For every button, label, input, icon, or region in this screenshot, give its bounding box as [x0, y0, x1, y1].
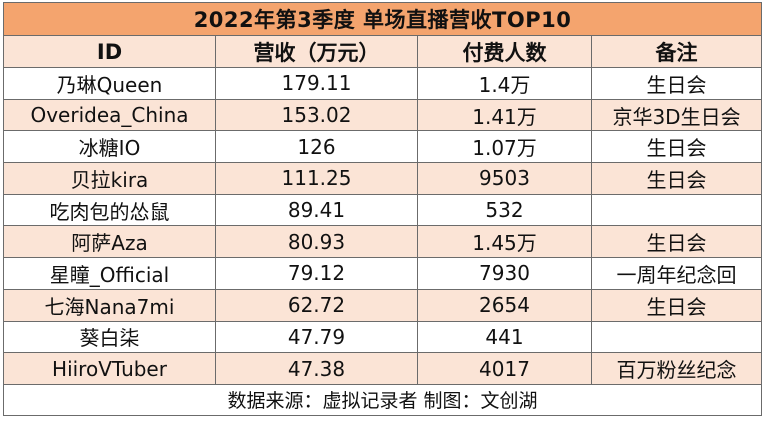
table-row: 贝拉kira 111.25 9503 生日会 — [3, 162, 763, 195]
header-row: ID 营收（万元） 付费人数 备注 — [3, 35, 763, 68]
cell-payers: 1.4万 — [417, 67, 592, 100]
cell-id: 星瞳_Official — [3, 257, 216, 290]
table-row: 七海Nana7mi 62.72 2654 生日会 — [3, 288, 763, 322]
cell-revenue: 111.25 — [215, 162, 418, 195]
header-id: ID — [3, 35, 216, 68]
table-row: 葵白柒 47.79 441 — [3, 320, 763, 354]
cell-note — [590, 193, 763, 227]
cell-revenue: 126 — [215, 130, 418, 164]
cell-revenue: 62.72 — [215, 288, 418, 322]
cell-id: 乃琳Queen — [3, 67, 216, 100]
cell-id: 吃肉包的怂鼠 — [3, 193, 216, 227]
cell-revenue: 79.12 — [215, 257, 418, 290]
cell-note: 生日会 — [590, 225, 763, 259]
revenue-table: 2022年第3季度 单场直播营收TOP10 ID 营收（万元） 付费人数 备注 … — [2, 2, 763, 416]
cell-id: Overidea_China — [3, 98, 216, 132]
cell-id: 阿萨Aza — [3, 225, 216, 259]
source-credit: 数据来源：虚拟记录者 制图：文创湖 — [2, 383, 763, 416]
table-row: HiiroVTuber 47.38 4017 百万粉丝纪念 — [3, 352, 763, 385]
cell-payers: 2654 — [417, 288, 592, 322]
cell-id: 七海Nana7mi — [3, 288, 216, 322]
cell-payers: 9503 — [417, 162, 592, 195]
cell-id: 葵白柒 — [3, 320, 216, 354]
cell-payers: 7930 — [417, 257, 592, 290]
cell-revenue: 153.02 — [215, 98, 418, 132]
cell-revenue: 179.11 — [215, 67, 418, 100]
table-row: 吃肉包的怂鼠 89.41 532 — [3, 193, 763, 227]
table-title: 2022年第3季度 单场直播营收TOP10 — [2, 2, 763, 36]
cell-note: 生日会 — [590, 130, 763, 164]
cell-revenue: 47.79 — [215, 320, 418, 354]
table-row: 冰糖IO 126 1.07万 生日会 — [3, 130, 763, 164]
cell-note: 生日会 — [590, 67, 763, 100]
cell-note: 生日会 — [590, 288, 763, 322]
header-note: 备注 — [590, 35, 763, 68]
cell-revenue: 89.41 — [215, 193, 418, 227]
cell-id: 贝拉kira — [3, 162, 216, 195]
cell-id: 冰糖IO — [3, 130, 216, 164]
cell-revenue: 80.93 — [215, 225, 418, 259]
cell-note: 生日会 — [590, 162, 763, 195]
header-payers: 付费人数 — [417, 35, 592, 68]
cell-id: HiiroVTuber — [3, 352, 216, 385]
cell-payers: 1.07万 — [417, 130, 592, 164]
header-revenue: 营收（万元） — [215, 35, 418, 68]
cell-note — [590, 320, 763, 354]
cell-note: 一周年纪念回 — [590, 257, 763, 290]
cell-revenue: 47.38 — [215, 352, 418, 385]
title-row: 2022年第3季度 单场直播营收TOP10 — [2, 2, 763, 36]
cell-note: 京华3D生日会 — [590, 98, 763, 132]
cell-payers: 441 — [417, 320, 592, 354]
table-row: 乃琳Queen 179.11 1.4万 生日会 — [3, 67, 763, 100]
cell-payers: 532 — [417, 193, 592, 227]
cell-payers: 4017 — [417, 352, 592, 385]
cell-payers: 1.45万 — [417, 225, 592, 259]
table-row: 星瞳_Official 79.12 7930 一周年纪念回 — [3, 257, 763, 290]
footer-row: 数据来源：虚拟记录者 制图：文创湖 — [2, 383, 763, 416]
cell-note: 百万粉丝纪念 — [590, 352, 763, 385]
table-row: Overidea_China 153.02 1.41万 京华3D生日会 — [3, 98, 763, 132]
table-row: 阿萨Aza 80.93 1.45万 生日会 — [3, 225, 763, 259]
cell-payers: 1.41万 — [417, 98, 592, 132]
